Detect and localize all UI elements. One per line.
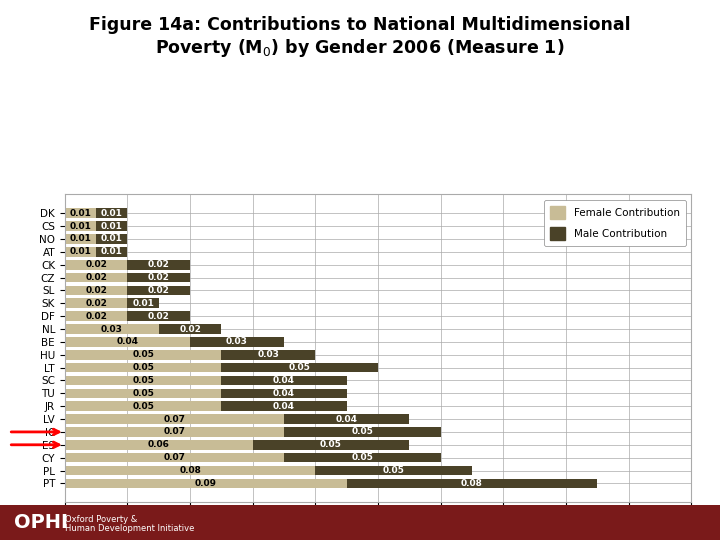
Bar: [65, 221, 96, 231]
Bar: [96, 247, 127, 256]
Text: 0.02: 0.02: [179, 325, 201, 334]
Bar: [127, 273, 190, 282]
Text: 0.02: 0.02: [148, 312, 170, 321]
Text: 0.05: 0.05: [351, 428, 373, 436]
Bar: [65, 208, 96, 218]
Bar: [127, 299, 158, 308]
Text: 0.05: 0.05: [132, 350, 154, 359]
Text: 0.03: 0.03: [101, 325, 122, 334]
Text: Figure 14a: Contributions to National Multidimensional
Poverty (M$_0$) by Gender: Figure 14a: Contributions to National Mu…: [89, 16, 631, 59]
Text: 0.08: 0.08: [179, 466, 201, 475]
Bar: [158, 324, 222, 334]
Bar: [222, 401, 347, 411]
Text: 0.07: 0.07: [163, 415, 186, 423]
Bar: [65, 234, 96, 244]
Bar: [65, 465, 315, 475]
Bar: [284, 414, 410, 424]
Bar: [65, 363, 222, 373]
Bar: [65, 376, 222, 385]
Text: Human Development Initiative: Human Development Initiative: [65, 524, 194, 532]
Bar: [65, 260, 127, 269]
Text: 0.04: 0.04: [336, 415, 358, 423]
Text: 0.03: 0.03: [258, 350, 279, 359]
Bar: [65, 478, 347, 488]
Bar: [65, 440, 253, 450]
Bar: [222, 350, 315, 360]
Text: 0.02: 0.02: [85, 312, 107, 321]
Bar: [222, 363, 378, 373]
Text: 0.05: 0.05: [320, 440, 342, 449]
Text: 0.09: 0.09: [194, 479, 217, 488]
Bar: [347, 478, 598, 488]
Text: 0.01: 0.01: [70, 234, 91, 244]
Text: 0.02: 0.02: [85, 260, 107, 269]
Bar: [65, 286, 127, 295]
Text: 0.07: 0.07: [163, 428, 186, 436]
Bar: [65, 427, 284, 437]
Text: 0.05: 0.05: [383, 466, 405, 475]
Bar: [65, 350, 222, 360]
Text: 0.01: 0.01: [101, 209, 122, 218]
Bar: [65, 324, 158, 334]
Bar: [65, 273, 127, 282]
Text: 0.02: 0.02: [148, 260, 170, 269]
Text: 0.08: 0.08: [461, 479, 483, 488]
Text: 0.02: 0.02: [148, 286, 170, 295]
Text: 0.05: 0.05: [132, 402, 154, 411]
Bar: [127, 286, 190, 295]
Text: 0.04: 0.04: [273, 402, 295, 411]
Bar: [65, 388, 222, 398]
Bar: [127, 312, 190, 321]
Text: 0.04: 0.04: [273, 389, 295, 398]
Bar: [284, 427, 441, 437]
Text: 0.01: 0.01: [101, 234, 122, 244]
Text: 0.03: 0.03: [226, 338, 248, 346]
Bar: [222, 388, 347, 398]
Text: 0.06: 0.06: [148, 440, 170, 449]
Bar: [65, 414, 284, 424]
Text: 0.02: 0.02: [85, 286, 107, 295]
Text: 0.07: 0.07: [163, 453, 186, 462]
Text: 0.05: 0.05: [351, 453, 373, 462]
Bar: [65, 299, 127, 308]
Text: 0.05: 0.05: [289, 363, 310, 372]
Bar: [284, 453, 441, 462]
Text: 0.01: 0.01: [70, 247, 91, 256]
Bar: [96, 234, 127, 244]
Text: 0.05: 0.05: [132, 363, 154, 372]
Text: 0.05: 0.05: [132, 389, 154, 398]
Text: 0.01: 0.01: [101, 221, 122, 231]
Bar: [127, 260, 190, 269]
Bar: [65, 337, 190, 347]
Text: 0.01: 0.01: [132, 299, 154, 308]
Bar: [65, 401, 222, 411]
Text: 0.04: 0.04: [273, 376, 295, 385]
Text: 0.01: 0.01: [70, 221, 91, 231]
Bar: [96, 221, 127, 231]
Text: 0.02: 0.02: [85, 299, 107, 308]
Bar: [96, 208, 127, 218]
Legend: Female Contribution, Male Contribution: Female Contribution, Male Contribution: [544, 200, 686, 246]
Bar: [315, 465, 472, 475]
Bar: [65, 247, 96, 256]
Bar: [65, 453, 284, 462]
Bar: [65, 312, 127, 321]
Text: Oxford Poverty &: Oxford Poverty &: [65, 515, 137, 524]
Bar: [190, 337, 284, 347]
Text: 0.01: 0.01: [70, 209, 91, 218]
Text: OPHI: OPHI: [14, 513, 68, 532]
Bar: [222, 376, 347, 385]
Text: 0.01: 0.01: [101, 247, 122, 256]
Text: 0.02: 0.02: [148, 273, 170, 282]
Text: 0.02: 0.02: [85, 273, 107, 282]
Text: 0.04: 0.04: [117, 338, 138, 346]
Bar: [253, 440, 409, 450]
Text: 0.05: 0.05: [132, 376, 154, 385]
